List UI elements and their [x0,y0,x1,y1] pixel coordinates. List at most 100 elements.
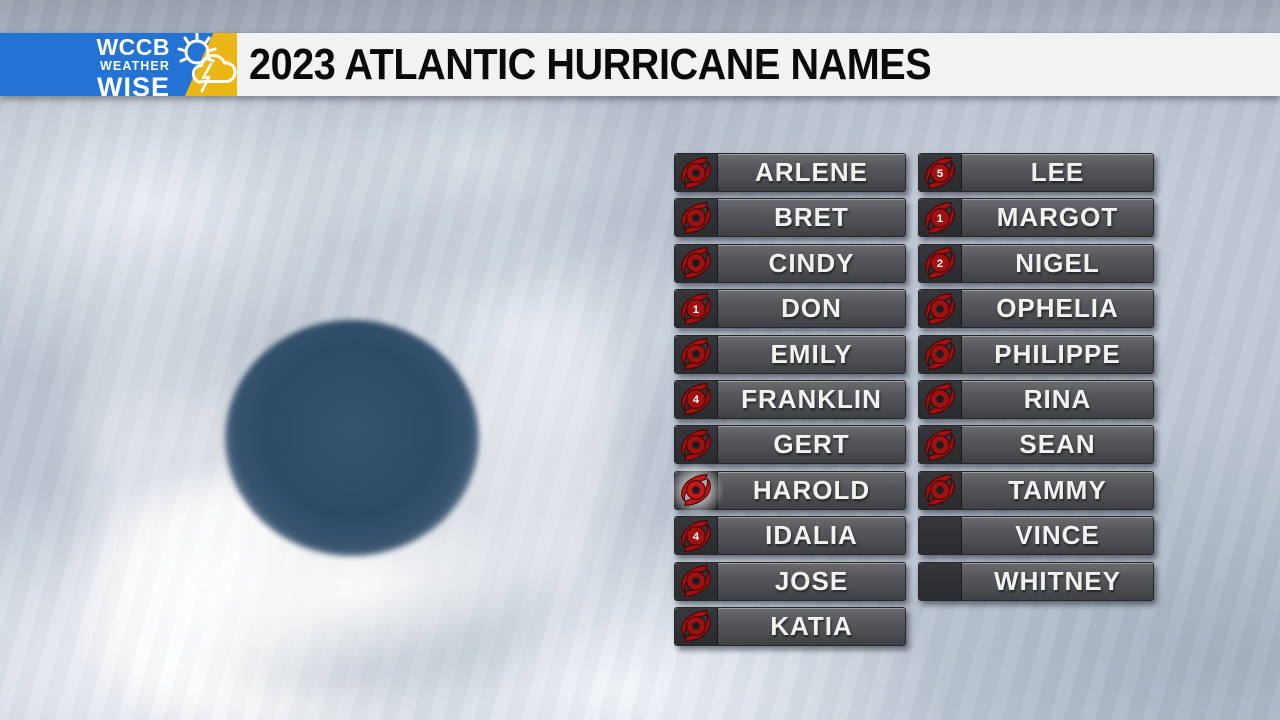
header-bar: WCCB WEATHER WISE 2023 [0,33,1280,96]
name-cell: WHITNEY [962,563,1153,600]
hurricane-name: GERT [773,429,850,460]
hurricane-symbol-icon [925,338,955,370]
name-cell: IDALIA [718,517,905,554]
hurricane-name: PHILIPPE [994,338,1121,369]
name-cell: RINA [962,381,1153,418]
svg-text:4: 4 [693,531,700,543]
hurricane-symbol-icon [681,156,711,189]
hurricane-icon-cell [919,426,962,464]
hurricane-symbol-icon [681,428,711,461]
name-cell: VINCE [962,517,1153,554]
name-cell: HAROLD [718,472,905,509]
empty-icon-cell [919,562,962,600]
wccb-weatherwise-logo: WCCB WEATHER WISE [0,33,237,96]
svg-text:1: 1 [693,304,700,316]
hurricane-row: HAROLD [668,462,906,519]
hurricane-name: WHITNEY [994,565,1121,596]
hurricane-name: HAROLD [752,474,871,505]
empty-icon-cell [919,517,962,555]
hurricane-category-1-icon: 1 [681,292,711,325]
hurricane-row: WHITNEY [918,561,1154,601]
hurricane-name: ARLENE [755,157,868,187]
hurricane-icon-cell [675,154,718,191]
hurricane-row: 4 IDALIA [674,516,906,556]
hurricane-name: DON [781,293,842,324]
logo-line-wccb: WCCB [96,34,170,60]
hurricane-symbol-icon [681,247,711,280]
name-cell: SEAN [962,426,1153,463]
name-cell: LEE [962,154,1153,191]
name-cell: NIGEL [962,245,1153,282]
hurricane-icon-cell: 5 [919,154,962,191]
hurricane-icon-cell [668,462,724,519]
hurricane-icon-cell [675,244,718,282]
svg-text:5: 5 [937,168,944,180]
hurricane-row: GERT [674,425,906,465]
hurricane-name: CINDY [768,247,855,278]
hurricane-row: ARLENE [674,153,906,192]
hurricane-icon-cell [919,471,962,509]
name-cell: MARGOT [962,199,1153,236]
svg-text:4: 4 [693,395,700,407]
hurricane-symbol-icon [925,292,955,325]
name-column-2: 5 LEE 1 MARGOT 2 NIGEL OPHELIA PHILIPPE RINA SEAN… [918,153,1154,646]
hurricane-category-2-icon: 2 [925,247,955,280]
title-bar: 2023 ATLANTIC HURRICANE NAMES [237,33,1280,96]
hurricane-name: NIGEL [1015,247,1100,278]
hurricane-row: 1 MARGOT [918,198,1154,238]
hurricane-row: RINA [918,379,1154,419]
hurricane-row: EMILY [674,334,906,374]
name-cell: EMILY [718,336,905,373]
hurricane-icon-cell [675,335,718,373]
hurricane-icon-cell: 1 [675,290,718,328]
name-cell: BRET [718,199,905,236]
hurricane-name: SEAN [1019,429,1096,460]
svg-text:1: 1 [937,213,944,225]
hurricane-icon-cell: 4 [675,380,718,418]
hurricane-symbol-icon [681,565,711,597]
hurricane-row: PHILIPPE [918,334,1154,374]
hurricane-name-list: ARLENE BRET CINDY 1 DON EMILY 4 FRANKLIN GERT HAR… [668,153,1154,646]
hurricane-name: RINA [1023,383,1092,414]
name-cell: DON [718,290,905,327]
hurricane-name: VINCE [1015,520,1100,551]
hurricane-row: KATIA [674,606,906,646]
name-cell: FRANKLIN [718,381,905,418]
hurricane-row: TAMMY [918,470,1154,510]
hurricane-name: MARGOT [996,202,1119,233]
svg-text:2: 2 [937,258,943,270]
logo-line-wise: WISE [96,71,170,96]
name-cell: TAMMY [962,472,1153,509]
hurricane-category-5-icon: 5 [925,156,955,189]
hurricane-icon-cell [919,335,962,373]
hurricane-name: OPHELIA [996,293,1119,324]
hurricane-icon-cell: 1 [919,199,962,237]
hurricane-name: EMILY [770,338,853,369]
hurricane-symbol-icon [681,474,711,507]
hurricane-symbol-icon [925,428,955,461]
hurricane-row: OPHELIA [918,289,1154,329]
hurricane-name: LEE [1030,157,1085,187]
hurricane-icon-cell [675,562,718,600]
hurricane-icon-cell [675,199,718,237]
hurricane-icon-cell [675,607,718,645]
hurricane-name: JOSE [774,565,849,596]
hurricane-icon-cell: 4 [675,517,718,555]
hurricane-category-4-icon: 4 [681,519,711,552]
logo-line-weather: WEATHER [100,59,170,73]
hurricane-row: SEAN [918,425,1154,465]
hurricane-eye [225,320,479,556]
name-column-1: ARLENE BRET CINDY 1 DON EMILY 4 FRANKLIN GERT HAR… [668,153,906,646]
hurricane-symbol-icon [925,474,955,507]
name-cell: ARLENE [718,154,905,191]
hurricane-name: TAMMY [1008,474,1107,505]
name-cell: JOSE [718,563,905,600]
name-cell: KATIA [718,608,905,645]
hurricane-name: KATIA [770,610,853,641]
hurricane-icon-cell [919,290,962,328]
hurricane-symbol-icon [681,202,711,234]
hurricane-row: VINCE [918,516,1154,556]
hurricane-row: JOSE [674,561,906,601]
hurricane-name: FRANKLIN [741,383,882,414]
